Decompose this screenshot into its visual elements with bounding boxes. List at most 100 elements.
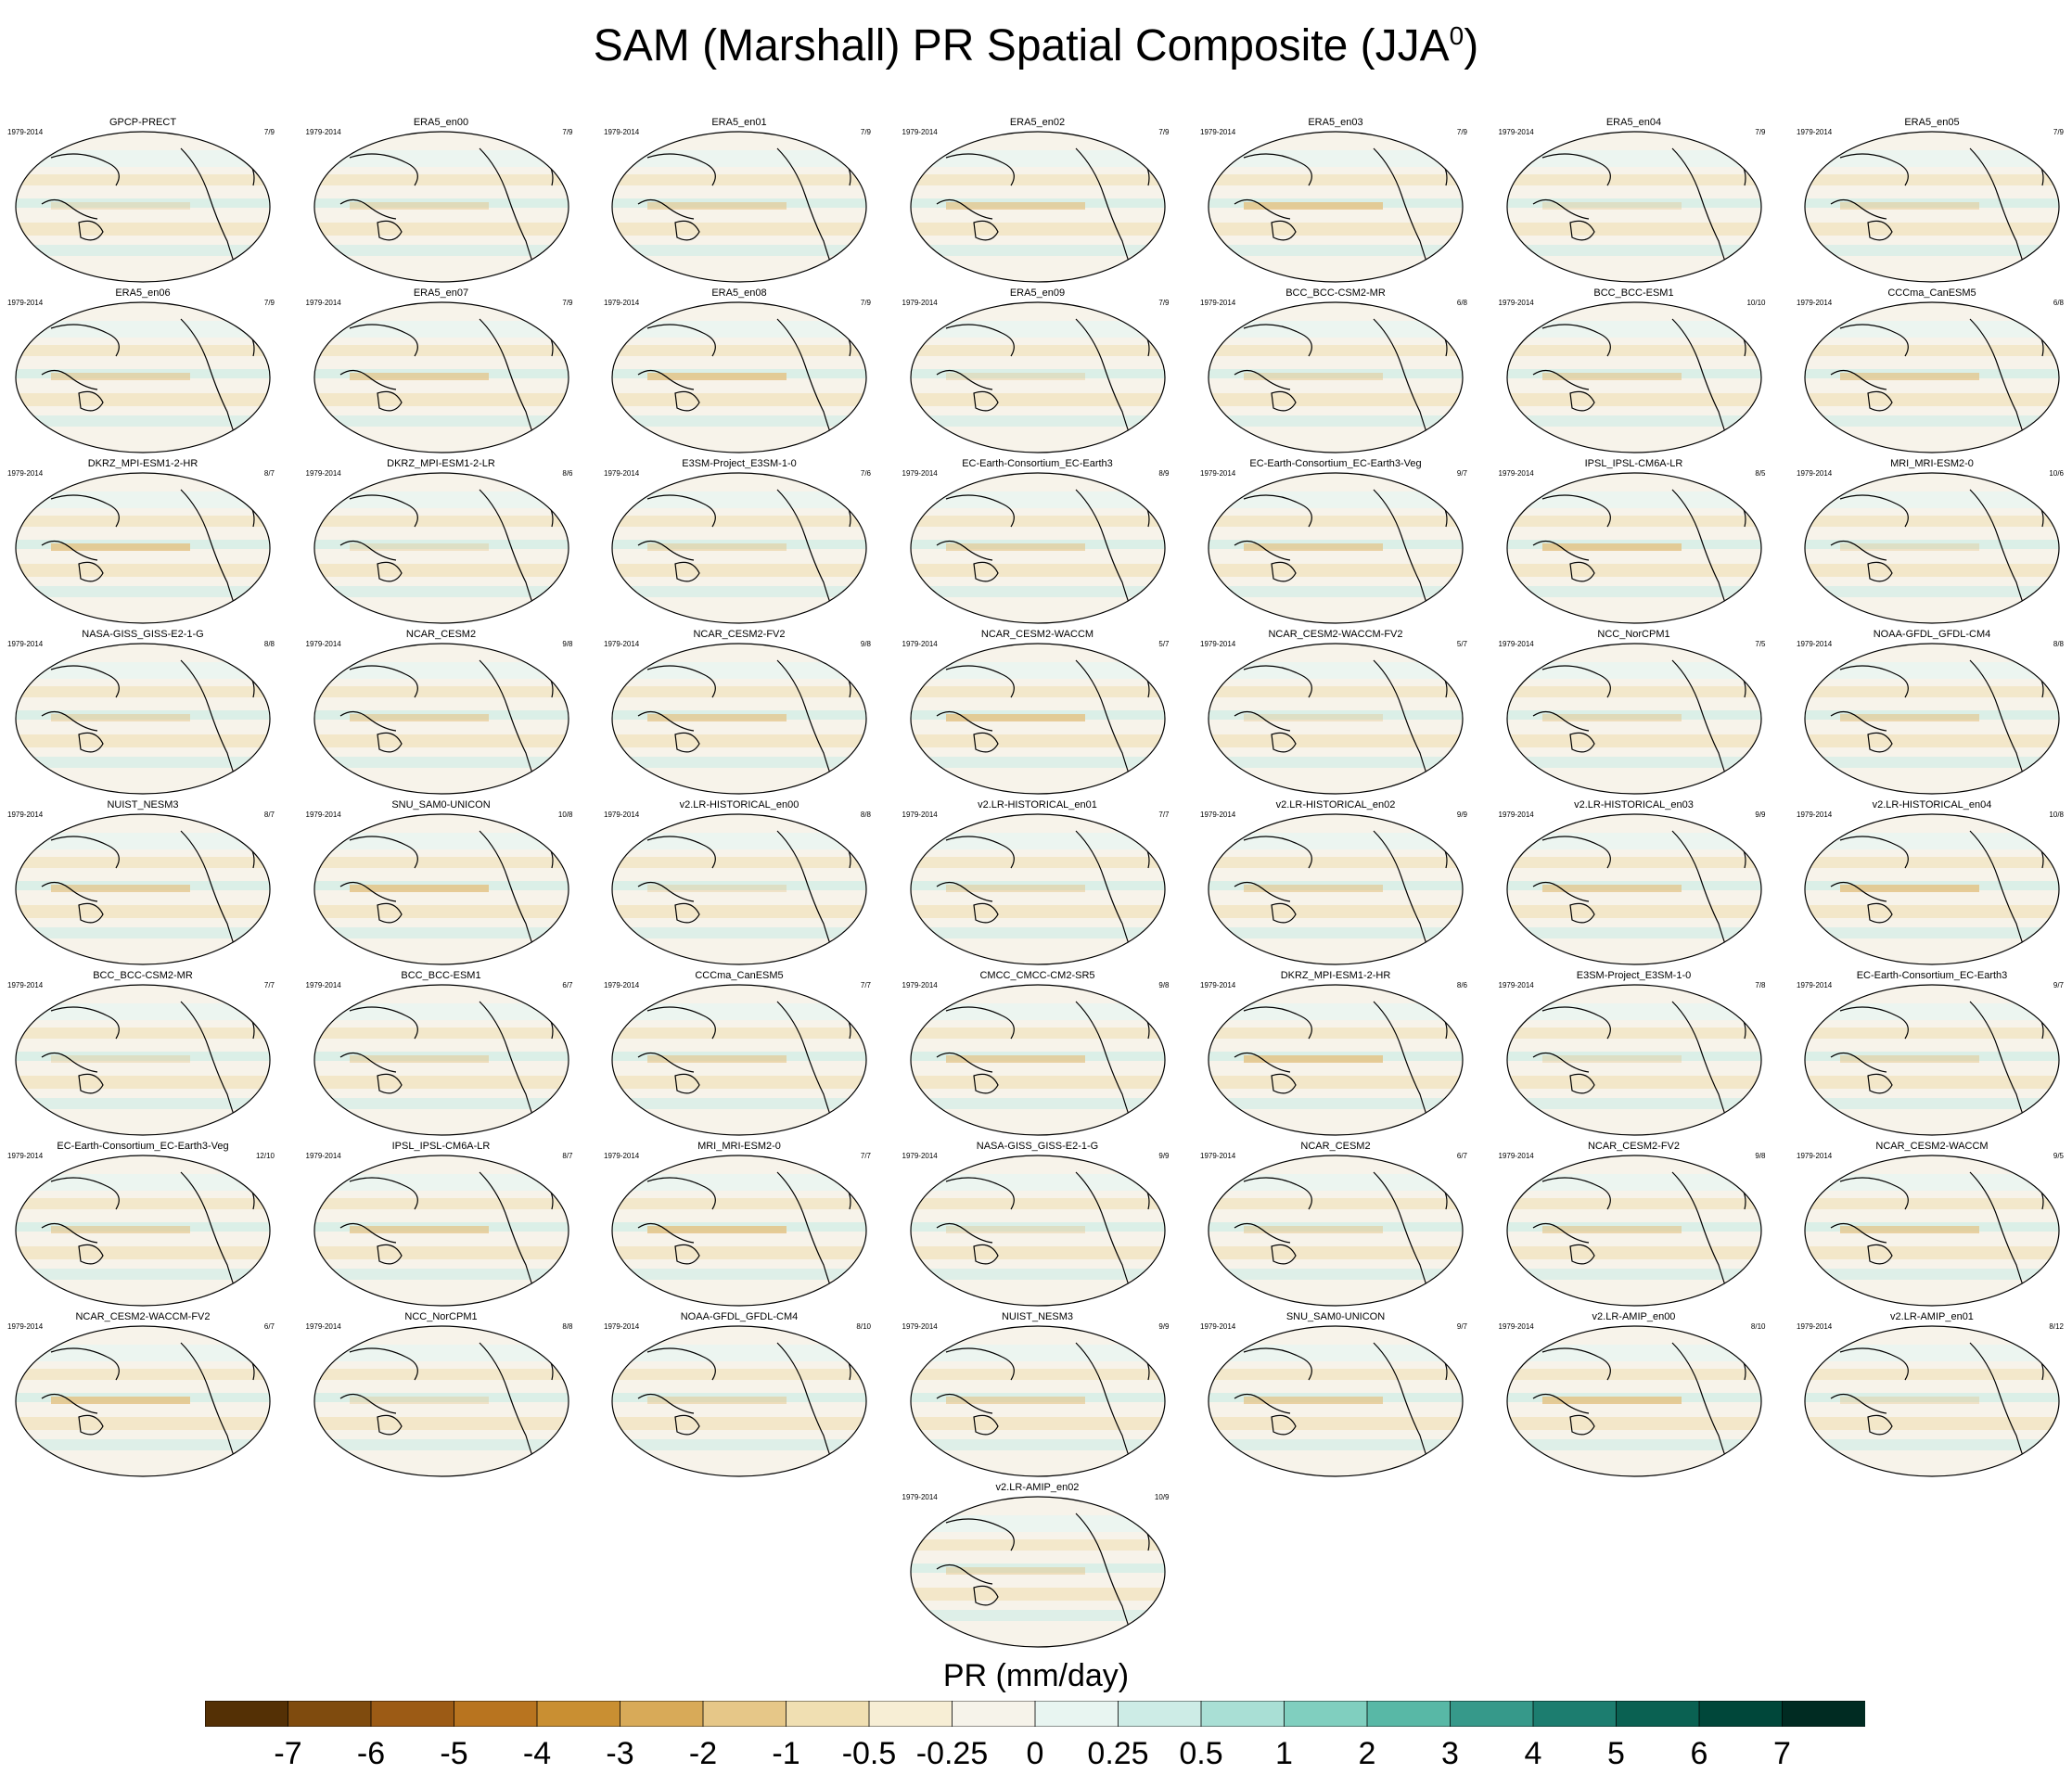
map-panel: v2.LR-HISTORICAL_en01 1979-2014 7/7 xyxy=(899,799,1177,968)
panel-period: 1979-2014 xyxy=(902,1493,938,1501)
panel-count: 9/7 xyxy=(1456,469,1467,478)
panel-count: 10/6 xyxy=(2049,469,2064,478)
map-panel: NUIST_NESM3 1979-2014 8/7 xyxy=(4,799,282,968)
map-panel: ERA5_en06 1979-2014 7/9 xyxy=(4,287,282,456)
map-plot xyxy=(1505,1155,1762,1307)
panel-title: CCCma_CanESM5 xyxy=(1887,287,1976,299)
colorbar-bin xyxy=(952,1701,1036,1727)
panel-count: 7/6 xyxy=(860,469,871,478)
map-panel: MRI_MRI-ESM2-0 1979-2014 7/7 xyxy=(600,1141,878,1309)
panel-period: 1979-2014 xyxy=(1200,1322,1236,1331)
panel-title: ERA5_en02 xyxy=(1009,117,1066,128)
panel-title: DKRZ_MPI-ESM1-2-HR xyxy=(1280,970,1391,981)
panel-period: 1979-2014 xyxy=(1797,469,1833,478)
panel-period: 1979-2014 xyxy=(902,469,938,478)
panel-period: 1979-2014 xyxy=(1797,128,1833,136)
panel-title: BCC_BCC-CSM2-MR xyxy=(1285,287,1386,299)
map-panel: NCC_NorCPM1 1979-2014 7/5 xyxy=(1495,629,1773,798)
panel-period: 1979-2014 xyxy=(1498,1152,1534,1160)
colorbar-tick: 3 xyxy=(1441,1736,1459,1771)
map-panel: IPSL_IPSL-CM6A-LR 1979-2014 8/7 xyxy=(302,1141,581,1309)
map-plot xyxy=(909,643,1166,795)
colorbar-bin xyxy=(1450,1701,1534,1727)
panel-title: NCAR_CESM2-WACCM-FV2 xyxy=(75,1311,211,1322)
map-panel: v2.LR-HISTORICAL_en03 1979-2014 9/9 xyxy=(1495,799,1773,968)
map-plot xyxy=(1804,131,2060,283)
panel-count: 8/9 xyxy=(1158,469,1170,478)
colorbar-bin xyxy=(1782,1701,1865,1727)
panel-title: IPSL_IPSL-CM6A-LR xyxy=(1584,458,1683,469)
panel-count: 8/7 xyxy=(562,1152,573,1160)
colorbar-bin xyxy=(370,1701,455,1727)
colorbar-tick: 0.25 xyxy=(1087,1736,1149,1771)
map-panel: ERA5_en05 1979-2014 7/9 xyxy=(1793,117,2071,286)
panel-title: EC-Earth-Consortium_EC-Earth3 xyxy=(962,458,1113,469)
panel-period: 1979-2014 xyxy=(902,299,938,307)
colorbar-bin xyxy=(1200,1701,1285,1727)
map-panel: NCC_NorCPM1 1979-2014 8/8 xyxy=(302,1311,581,1480)
colorbar-bin xyxy=(1366,1701,1452,1727)
map-plot xyxy=(909,301,1166,453)
colorbar-bin xyxy=(1698,1701,1784,1727)
colorbar-bin xyxy=(454,1701,538,1727)
map-plot xyxy=(1208,301,1464,453)
map-plot xyxy=(1505,301,1762,453)
panel-title: BCC_BCC-CSM2-MR xyxy=(93,970,193,981)
map-panel: DKRZ_MPI-ESM1-2-HR 1979-2014 8/6 xyxy=(1196,970,1475,1139)
map-panel: ERA5_en00 1979-2014 7/9 xyxy=(302,117,581,286)
panel-period: 1979-2014 xyxy=(604,640,640,648)
colorbar-tick: 4 xyxy=(1524,1736,1542,1771)
panel-count: 9/9 xyxy=(1158,1152,1170,1160)
panel-title: GPCP-PRECT xyxy=(109,117,177,128)
panel-count: 8/8 xyxy=(860,811,871,819)
panel-title: E3SM-Project_E3SM-1-0 xyxy=(682,458,797,469)
colorbar-bin xyxy=(288,1701,372,1727)
map-panel: E3SM-Project_E3SM-1-0 1979-2014 7/8 xyxy=(1495,970,1773,1139)
colorbar-tick: -0.5 xyxy=(841,1736,897,1771)
panel-count: 9/8 xyxy=(860,640,871,648)
colorbar-bin xyxy=(205,1701,289,1727)
map-plot xyxy=(909,472,1166,624)
panel-title: NOAA-GFDL_GFDL-CM4 xyxy=(680,1311,799,1322)
panel-count: 7/9 xyxy=(1755,128,1766,136)
panel-period: 1979-2014 xyxy=(7,1152,44,1160)
map-plot xyxy=(313,1155,569,1307)
map-panel: ERA5_en08 1979-2014 7/9 xyxy=(600,287,878,456)
panel-title: NCAR_CESM2-WACCM xyxy=(980,629,1094,640)
map-panel: NCAR_CESM2 1979-2014 9/8 xyxy=(302,629,581,798)
map-plot xyxy=(611,472,867,624)
map-panel: DKRZ_MPI-ESM1-2-LR 1979-2014 8/6 xyxy=(302,458,581,627)
panel-period: 1979-2014 xyxy=(1498,1322,1534,1331)
figure-title-end: ) xyxy=(1464,21,1479,70)
panel-count: 6/7 xyxy=(1456,1152,1467,1160)
panel-count: 8/12 xyxy=(2049,1322,2064,1331)
panel-title: ERA5_en07 xyxy=(413,287,469,299)
map-plot xyxy=(1505,1325,1762,1477)
map-plot xyxy=(1804,643,2060,795)
colorbar xyxy=(205,1701,1865,1727)
map-panel: NOAA-GFDL_GFDL-CM4 1979-2014 8/10 xyxy=(600,1311,878,1480)
colorbar-tick: 5 xyxy=(1607,1736,1625,1771)
map-panel: NCAR_CESM2 1979-2014 6/7 xyxy=(1196,1141,1475,1309)
map-plot xyxy=(1505,813,1762,965)
panel-period: 1979-2014 xyxy=(305,811,341,819)
colorbar-tick: -2 xyxy=(688,1736,718,1771)
panel-count: 9/8 xyxy=(562,640,573,648)
panel-count: 9/8 xyxy=(1158,981,1170,989)
map-plot xyxy=(15,643,271,795)
panel-count: 9/9 xyxy=(1456,811,1467,819)
panel-count: 8/10 xyxy=(856,1322,871,1331)
colorbar-tick: 7 xyxy=(1773,1736,1791,1771)
panel-count: 7/9 xyxy=(1456,128,1467,136)
colorbar-tick: 6 xyxy=(1690,1736,1708,1771)
map-plot xyxy=(15,301,271,453)
panel-period: 1979-2014 xyxy=(305,1152,341,1160)
map-panel: NCAR_CESM2-WACCM 1979-2014 9/5 xyxy=(1793,1141,2071,1309)
colorbar-tick: -1 xyxy=(772,1736,800,1771)
panel-count: 7/7 xyxy=(1158,811,1170,819)
panel-title: NCAR_CESM2 xyxy=(1300,1141,1371,1152)
panel-count: 8/6 xyxy=(1456,981,1467,989)
colorbar-bin xyxy=(536,1701,621,1727)
map-panel: v2.LR-HISTORICAL_en02 1979-2014 9/9 xyxy=(1196,799,1475,968)
panel-count: 9/8 xyxy=(1755,1152,1766,1160)
